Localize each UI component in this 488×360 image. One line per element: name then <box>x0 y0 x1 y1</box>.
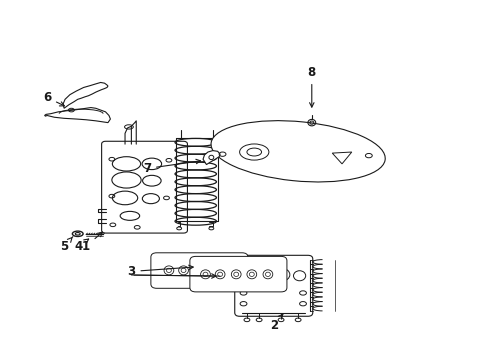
Text: 4: 4 <box>75 239 88 253</box>
FancyBboxPatch shape <box>151 253 247 288</box>
Text: 5: 5 <box>60 237 73 253</box>
Text: 2: 2 <box>269 314 282 332</box>
Text: 6: 6 <box>43 91 64 106</box>
FancyBboxPatch shape <box>189 256 286 292</box>
Polygon shape <box>203 150 220 165</box>
Text: 7: 7 <box>142 159 200 175</box>
Ellipse shape <box>211 121 385 182</box>
FancyBboxPatch shape <box>102 141 187 233</box>
Polygon shape <box>63 82 108 108</box>
Polygon shape <box>44 108 110 123</box>
FancyBboxPatch shape <box>234 255 312 316</box>
Text: 8: 8 <box>307 66 315 107</box>
Text: 1: 1 <box>82 232 102 253</box>
Text: 3: 3 <box>127 265 193 278</box>
